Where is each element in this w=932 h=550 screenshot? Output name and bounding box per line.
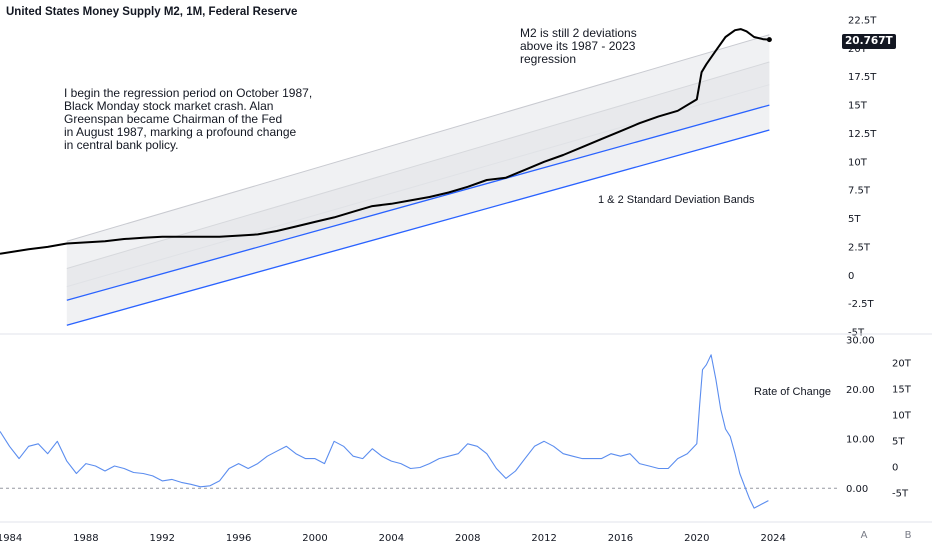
- main-y-tick-label: 5T: [848, 214, 861, 225]
- roc-label: Rate of Change: [754, 386, 832, 398]
- roc-y-tick-label: 20.00: [846, 385, 875, 396]
- roc-right-tick-label: 5T: [892, 437, 905, 448]
- time-x-axis: 1984 1988 1992 1996 2000 2004 2008 2012 2016 2020…: [0, 521, 932, 544]
- band-line-1: [66, 61, 770, 269]
- auto-scale-button[interactable]: A: [860, 530, 868, 541]
- main-y-tick-label: -2.5T: [848, 299, 875, 310]
- main-y-tick-label: 2.5T: [848, 242, 871, 253]
- x-tick-label: 1988: [73, 533, 98, 544]
- m2-last-point: [766, 37, 772, 43]
- x-tick-label: 2016: [608, 533, 633, 544]
- roc-y-tick-label: 10.00: [846, 434, 875, 445]
- x-tick-label: 2000: [302, 533, 327, 544]
- main-y-tick-label: 17.5T: [848, 72, 877, 83]
- main-y-tick-label: 20T: [848, 44, 868, 55]
- scale-b-button[interactable]: B: [904, 530, 912, 541]
- x-tick-label: 2020: [684, 533, 709, 544]
- m2-series-line: [0, 28, 770, 255]
- x-tick-label: 1992: [150, 533, 175, 544]
- regression-bands: [66, 34, 770, 326]
- main-y-tick-label: 15T: [848, 101, 868, 112]
- chart-title: United States Money Supply M2, 1M, Feder…: [6, 6, 298, 18]
- main-y-tick-label: -5T: [848, 328, 865, 339]
- band-line-4: [66, 129, 770, 326]
- main-y-axis: 22.5T 20T 17.5T 15T 12.5T 10T 7.5T 5T 2.5T 0 -2.5T…: [848, 16, 877, 339]
- last-value-badge: 20.767T: [842, 34, 896, 49]
- band-fill-inner: [66, 61, 770, 301]
- regression-note: I begin the regression period on October…: [64, 86, 313, 152]
- main-y-tick-label: 7.5T: [848, 186, 871, 197]
- roc-y-axis: 30.00 20.00 10.00 0.00 20T 15T 10T 5T 0 -5T: [846, 336, 912, 500]
- x-tick-label: 1996: [226, 533, 251, 544]
- roc-right-tick-label: 0: [892, 463, 898, 474]
- main-y-tick-label: 12.5T: [848, 129, 877, 140]
- band-line-3: [66, 104, 770, 301]
- roc-right-tick-label: 20T: [892, 359, 912, 370]
- x-tick-label: 2008: [455, 533, 480, 544]
- x-tick-label: 2024: [760, 533, 785, 544]
- roc-right-tick-label: -5T: [892, 489, 909, 500]
- x-tick-label: 2012: [531, 533, 556, 544]
- roc-y-tick-label: 0.00: [846, 484, 868, 495]
- main-y-tick-label: 22.5T: [848, 16, 877, 27]
- main-y-tick-label: 0: [848, 271, 854, 282]
- bands-label: 1 & 2 Standard Deviation Bands: [598, 194, 755, 206]
- x-tick-label: 2004: [379, 533, 404, 544]
- band-line-0: [66, 34, 770, 242]
- rate-of-change-layer: [0, 354, 840, 509]
- main-y-tick-label: 10T: [848, 157, 868, 168]
- roc-y-tick-label: 30.00: [846, 336, 875, 347]
- x-tick-label: 1984: [0, 533, 22, 544]
- deviation-note: M2 is still 2 deviations above its 1987 …: [520, 26, 637, 66]
- roc-right-tick-label: 15T: [892, 385, 912, 396]
- roc-series-line: [0, 354, 769, 509]
- roc-right-tick-label: 10T: [892, 411, 912, 422]
- m2-line-layer: [0, 28, 772, 255]
